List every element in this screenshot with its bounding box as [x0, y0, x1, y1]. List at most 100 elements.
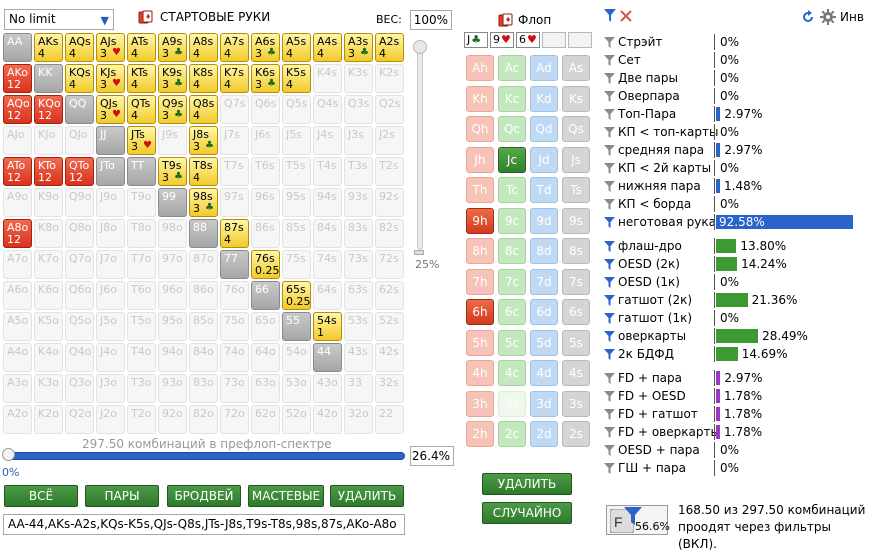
- hand-cell[interactable]: Q9o: [65, 188, 94, 217]
- hand-cell[interactable]: 77: [220, 250, 249, 279]
- board-slot[interactable]: J♣: [464, 32, 488, 48]
- hand-cell[interactable]: ATo 12: [3, 157, 32, 186]
- board-slot[interactable]: [568, 32, 592, 48]
- flop-card-6s[interactable]: 6s: [562, 299, 590, 325]
- hand-cell[interactable]: J8s 3 ♣: [189, 126, 218, 155]
- filter-icon[interactable]: [604, 109, 615, 120]
- filter-icon[interactable]: [604, 349, 615, 360]
- flop-card-8c[interactable]: 8c: [498, 238, 526, 264]
- hand-cell[interactable]: J6s: [251, 126, 280, 155]
- hand-cell[interactable]: K8s 4: [189, 64, 218, 93]
- flop-card-5d[interactable]: 5d: [530, 329, 558, 356]
- hand-cell[interactable]: 87s 4: [220, 219, 249, 248]
- hand-cell[interactable]: J7s: [220, 126, 249, 155]
- flop-card-Kh[interactable]: Kh: [466, 85, 494, 112]
- flop-card-2c[interactable]: 2c: [498, 421, 526, 447]
- clear-filter-icon[interactable]: [620, 9, 632, 22]
- hand-cell[interactable]: T7s: [220, 157, 249, 186]
- flop-card-9h[interactable]: 9h: [466, 207, 494, 234]
- hand-cell[interactable]: 53s: [344, 312, 373, 341]
- hand-cell[interactable]: Q4s: [313, 95, 342, 124]
- hand-cell[interactable]: K3o: [34, 374, 63, 403]
- hand-cell[interactable]: A8o 12: [3, 219, 32, 248]
- hand-cell[interactable]: 75s: [282, 250, 311, 279]
- hand-cell[interactable]: T9s 3 ♣: [158, 157, 187, 186]
- hand-cell[interactable]: 52o: [282, 405, 311, 434]
- range-slider-track[interactable]: [3, 452, 405, 460]
- weight-input[interactable]: 100%: [410, 10, 452, 30]
- hand-cell[interactable]: KK: [34, 64, 63, 93]
- stat-row[interactable]: FD + OESD 1.78%: [604, 387, 872, 405]
- flop-card-2s[interactable]: 2s: [562, 421, 590, 447]
- hand-cell[interactable]: K2o: [34, 405, 63, 434]
- hand-cell[interactable]: T8o: [127, 219, 156, 248]
- hand-cell[interactable]: T4o: [127, 343, 156, 372]
- stat-row[interactable]: оверкарты 28.49%: [604, 327, 872, 345]
- stat-row[interactable]: OESD (1к) 0%: [604, 273, 872, 291]
- hand-cell[interactable]: 83o: [189, 374, 218, 403]
- flop-card-Ad[interactable]: Ad: [530, 55, 558, 81]
- board-slot[interactable]: [542, 32, 566, 48]
- hand-cell[interactable]: 86o: [189, 281, 218, 310]
- filter-icon[interactable]: [604, 427, 615, 438]
- flop-card-6h[interactable]: 6h: [466, 299, 494, 325]
- hand-cell[interactable]: 74o: [220, 343, 249, 372]
- board-slot[interactable]: 9♥: [490, 32, 514, 48]
- hand-cell[interactable]: 53o: [282, 374, 311, 403]
- stat-row[interactable]: Оверпара 0%: [604, 87, 872, 105]
- filter-icon[interactable]: [604, 277, 615, 288]
- range-text-input[interactable]: AA-44,AKs-A2s,KQs-K5s,QJs-Q8s,JTs-J8s,T9…: [3, 514, 405, 535]
- hand-cell[interactable]: 93s: [344, 188, 373, 217]
- hand-cell[interactable]: 44: [313, 343, 342, 372]
- hand-cell[interactable]: 72s: [375, 250, 404, 279]
- flop-card-Ac[interactable]: Ac: [498, 55, 526, 81]
- hand-cell[interactable]: 85o: [189, 312, 218, 341]
- hand-cell[interactable]: T6o: [127, 281, 156, 310]
- stat-row[interactable]: OESD + пара 0%: [604, 441, 872, 459]
- hand-cell[interactable]: J2s: [375, 126, 404, 155]
- flop-card-Tc[interactable]: Tc: [498, 177, 526, 203]
- hand-cell[interactable]: Q8o: [65, 219, 94, 248]
- flop-card-Jc[interactable]: Jc: [498, 146, 526, 173]
- flop-card-Jh[interactable]: Jh: [466, 146, 494, 173]
- hand-cell[interactable]: T7o: [127, 250, 156, 279]
- hand-cell[interactable]: A6o: [3, 281, 32, 310]
- hand-cell[interactable]: Q6o: [65, 281, 94, 310]
- hand-cell[interactable]: K4s: [313, 64, 342, 93]
- hand-cell[interactable]: A4s 4: [313, 33, 342, 62]
- flop-card-3s[interactable]: 3s: [562, 390, 590, 417]
- hand-cell[interactable]: K9o: [34, 188, 63, 217]
- hand-cell[interactable]: 97s: [220, 188, 249, 217]
- hand-cell[interactable]: 55: [282, 312, 311, 341]
- filter-icon[interactable]: [604, 295, 615, 306]
- hand-cell[interactable]: 76o: [220, 281, 249, 310]
- hand-cell[interactable]: 94s: [313, 188, 342, 217]
- range-slider-thumb[interactable]: [2, 448, 15, 461]
- filter-icon[interactable]: [604, 9, 616, 22]
- hand-cell[interactable]: 42s: [375, 343, 404, 372]
- hand-cell[interactable]: K6s 3 ♣: [251, 64, 280, 93]
- stat-row[interactable]: FD + гатшот 1.78%: [604, 405, 872, 423]
- flop-card-8s[interactable]: 8s: [562, 238, 590, 264]
- stat-row[interactable]: гатшот (2к) 21.36%: [604, 291, 872, 309]
- hand-cell[interactable]: K9s 3 ♣: [158, 64, 187, 93]
- flop-card-8h[interactable]: 8h: [466, 238, 494, 264]
- hand-cell[interactable]: T2o: [127, 405, 156, 434]
- flop-card-7h[interactable]: 7h: [466, 268, 494, 295]
- hand-cell[interactable]: 93o: [158, 374, 187, 403]
- hand-cell[interactable]: KQs 4: [65, 64, 94, 93]
- flop-card-4s[interactable]: 4s: [562, 360, 590, 386]
- hand-cell[interactable]: AQo 12: [3, 95, 32, 124]
- hand-cell[interactable]: J7o: [96, 250, 125, 279]
- hand-cell[interactable]: Q7o: [65, 250, 94, 279]
- flop-card-Qc[interactable]: Qc: [498, 116, 526, 142]
- hand-cell[interactable]: Q9s 3 ♣: [158, 95, 187, 124]
- hand-cell[interactable]: A7s 4: [220, 33, 249, 62]
- flop-card-9d[interactable]: 9d: [530, 207, 558, 234]
- hand-cell[interactable]: 22: [375, 405, 404, 434]
- hand-cell[interactable]: A7o: [3, 250, 32, 279]
- hand-cell[interactable]: ATs 4: [127, 33, 156, 62]
- flop-card-Ah[interactable]: Ah: [466, 55, 494, 81]
- hand-cell[interactable]: KTs 4: [127, 64, 156, 93]
- filter-icon[interactable]: [604, 259, 615, 270]
